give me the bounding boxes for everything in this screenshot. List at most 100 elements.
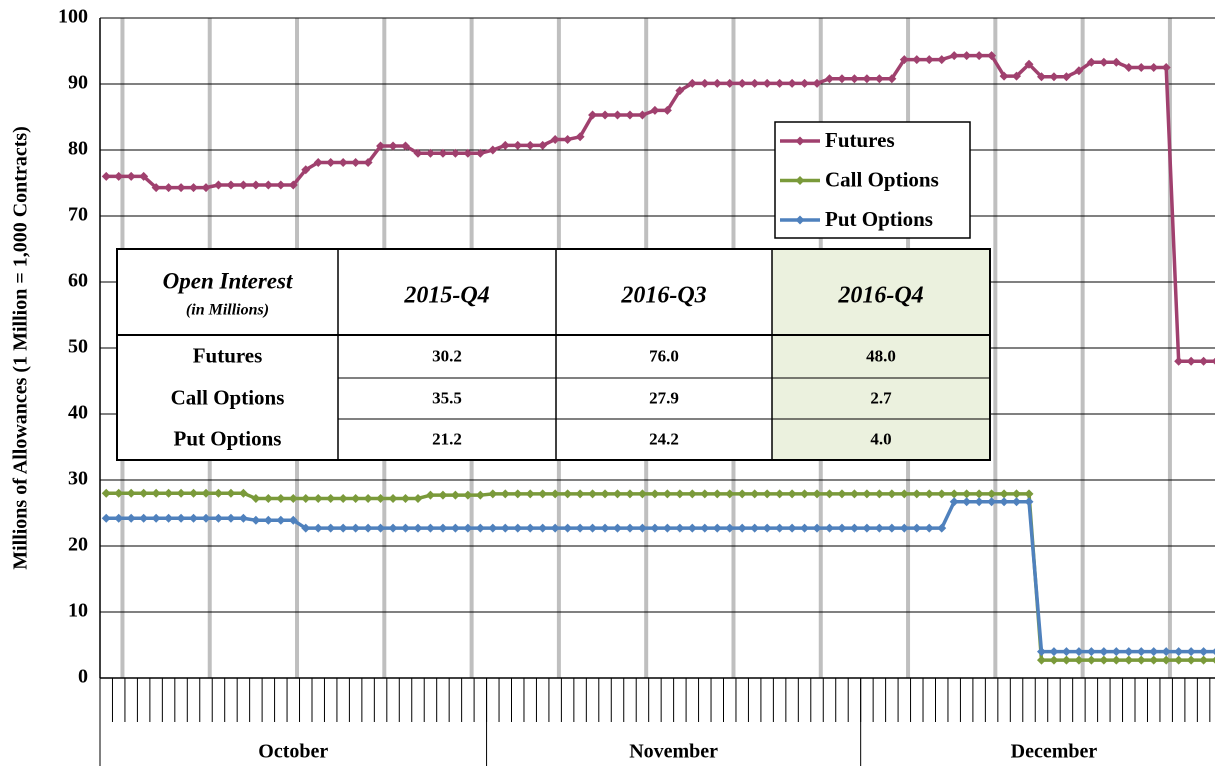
series-marker <box>301 523 311 533</box>
series-marker <box>263 180 273 190</box>
series-marker <box>725 523 735 533</box>
series-marker <box>700 523 710 533</box>
series-marker <box>151 513 161 523</box>
series-marker <box>588 523 598 533</box>
series-marker <box>263 515 273 525</box>
series-marker <box>313 158 323 168</box>
series-marker <box>1012 497 1022 507</box>
series-marker <box>276 493 286 503</box>
series-marker <box>987 51 997 61</box>
series-marker <box>1111 647 1121 657</box>
series-marker <box>1086 655 1096 665</box>
series-marker <box>1012 489 1022 499</box>
series-marker <box>987 489 997 499</box>
table-cell: 76.0 <box>649 346 679 365</box>
series-marker <box>438 148 448 158</box>
series-marker <box>101 513 111 523</box>
series-marker <box>949 497 959 507</box>
series-marker <box>326 493 336 503</box>
y-tick-label: 30 <box>68 468 88 490</box>
series-marker <box>650 105 660 115</box>
table-cell: 35.5 <box>432 388 462 407</box>
series-marker <box>613 489 623 499</box>
series-marker <box>837 523 847 533</box>
series-marker <box>114 171 124 181</box>
series-marker <box>276 180 286 190</box>
series-marker <box>812 78 822 88</box>
series-marker <box>176 488 186 498</box>
series-marker <box>251 180 261 190</box>
series-marker <box>999 71 1009 81</box>
series-marker <box>401 523 411 533</box>
series-marker <box>650 523 660 533</box>
series-marker <box>1161 647 1171 657</box>
series-marker <box>313 523 323 533</box>
series-marker <box>475 523 485 533</box>
series-marker <box>962 51 972 61</box>
series-marker <box>1174 356 1184 366</box>
series-marker <box>987 497 997 507</box>
series-marker <box>376 523 386 533</box>
series-marker <box>1136 63 1146 72</box>
series-marker <box>176 513 186 523</box>
series-marker <box>912 55 922 65</box>
series-marker <box>201 488 211 498</box>
series-marker <box>1061 655 1071 665</box>
series-marker <box>513 523 523 533</box>
series-marker <box>625 110 635 120</box>
table-cell: 30.2 <box>432 346 462 365</box>
series-marker <box>1024 497 1034 507</box>
series-marker <box>750 78 760 88</box>
series-marker <box>1099 655 1109 665</box>
series-marker <box>849 523 859 533</box>
series-marker <box>201 183 211 193</box>
series-marker <box>563 134 573 144</box>
series-marker <box>176 183 186 193</box>
series-marker <box>338 523 348 533</box>
series-marker <box>874 489 884 499</box>
series-marker <box>488 523 498 533</box>
series-marker <box>563 523 573 533</box>
series-marker <box>101 171 111 181</box>
series-marker <box>837 74 847 84</box>
series-marker <box>1074 655 1084 665</box>
series-marker <box>1186 647 1196 657</box>
series-marker <box>575 523 585 533</box>
table-column-header: 2016-Q4 <box>837 283 923 309</box>
legend-marker <box>795 176 805 185</box>
series-marker <box>351 158 361 168</box>
series-marker <box>388 141 398 151</box>
series-marker <box>787 523 797 533</box>
axes: 0 10 20 30 40 50 60 70 80 90 100 October November Dec… <box>58 6 1215 766</box>
series-marker <box>363 493 373 503</box>
series-marker <box>675 86 685 96</box>
series-marker <box>114 488 124 498</box>
series-marker <box>762 523 772 533</box>
series-marker <box>849 489 859 499</box>
series-marker <box>1124 63 1134 72</box>
series-marker <box>538 140 548 150</box>
table-cell: 2.7 <box>870 388 892 407</box>
series-marker <box>700 78 710 88</box>
series-marker <box>937 523 947 533</box>
series-marker <box>401 493 411 503</box>
series-marker <box>189 183 199 193</box>
table-cell: 4.0 <box>870 429 891 448</box>
legend: Futures Call Options Put Options <box>774 121 971 239</box>
series-marker <box>949 51 959 61</box>
series-marker <box>351 493 361 503</box>
series-marker <box>288 493 298 503</box>
series-marker <box>126 513 136 523</box>
series-marker <box>401 141 411 151</box>
series-marker <box>1036 655 1046 665</box>
y-tick-label: 10 <box>68 600 88 622</box>
y-tick-label: 100 <box>58 6 88 28</box>
series-marker <box>413 523 423 533</box>
series-marker <box>1199 356 1209 366</box>
series-marker <box>1099 57 1109 67</box>
legend-label: Futures <box>825 128 895 152</box>
series-marker <box>1111 655 1121 665</box>
series-marker <box>126 488 136 498</box>
series-marker <box>288 180 298 190</box>
